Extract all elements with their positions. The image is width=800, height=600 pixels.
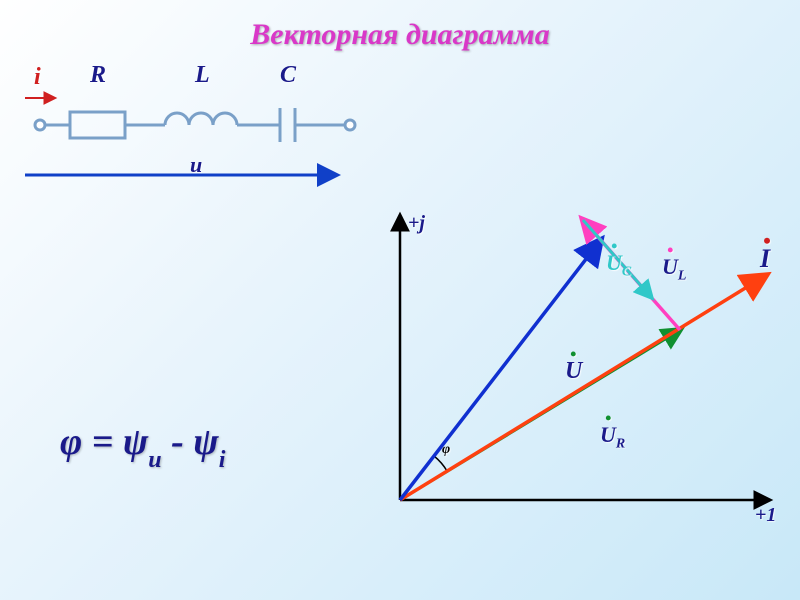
- axis-1-label: +1: [755, 504, 776, 527]
- vector-ur-label: • UR: [600, 422, 625, 452]
- axis-j-label: +j: [408, 212, 425, 235]
- vector-u-label: • U: [565, 358, 582, 385]
- vector-i-label: • I: [760, 244, 770, 274]
- vector-uc-label: • UC: [606, 250, 631, 280]
- angle-arc: [434, 456, 447, 471]
- angle-phi-label: φ: [442, 442, 450, 458]
- phase-formula: φ = ψu - ψi: [60, 420, 225, 470]
- vector-I: [400, 276, 765, 500]
- vector-ul-label: • UL: [662, 254, 686, 284]
- vector-diagram: [0, 0, 800, 600]
